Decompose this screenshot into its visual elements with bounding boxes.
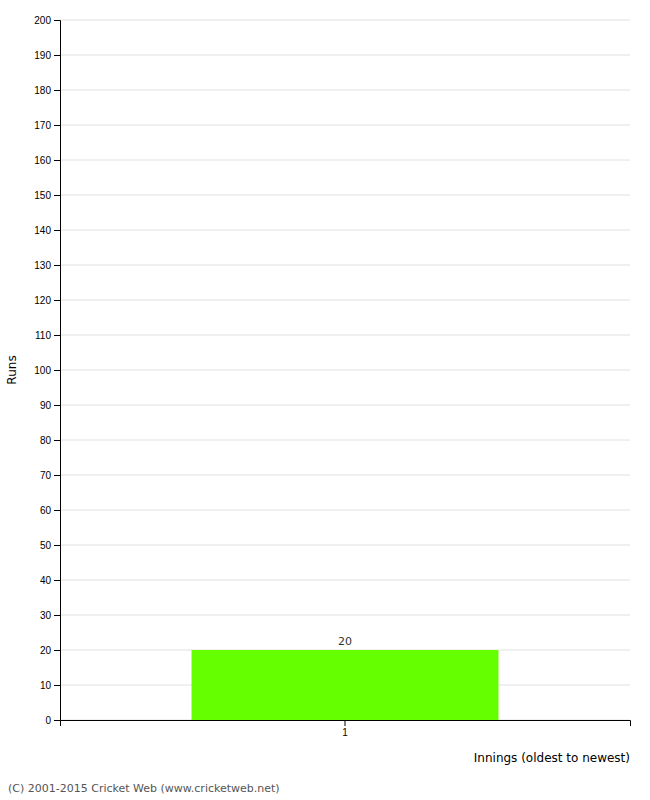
- tick: 100: [34, 365, 60, 376]
- tick: 0: [45, 715, 60, 726]
- tick: 110: [35, 330, 60, 341]
- tick: 1: [342, 720, 348, 738]
- grid-line: [60, 230, 630, 231]
- tick-label: 140: [34, 225, 51, 236]
- tick: 70: [40, 470, 60, 481]
- tick-label: 30: [40, 610, 52, 621]
- grid-line: [60, 615, 630, 616]
- tick-label: 10: [40, 680, 52, 691]
- tick: 10: [40, 680, 60, 691]
- tick: 120: [34, 295, 60, 306]
- axis-line: [54, 21, 61, 721]
- tick-label: 160: [34, 155, 51, 166]
- tick-mark: [54, 195, 60, 196]
- tick-label: 150: [34, 190, 51, 201]
- tick-mark: [54, 720, 60, 721]
- grid-line: [60, 405, 630, 406]
- tick: 90: [40, 400, 60, 411]
- tick-label: 190: [34, 50, 51, 61]
- tick: 80: [40, 435, 60, 446]
- tick-label: 40: [40, 575, 52, 586]
- tick: 150: [34, 190, 60, 201]
- tick-label: 200: [34, 15, 51, 26]
- tick-label: 120: [34, 295, 51, 306]
- tick-mark: [54, 300, 60, 301]
- x-axis: 1: [61, 720, 631, 738]
- tick-mark: [54, 125, 60, 126]
- tick-mark: [54, 160, 60, 161]
- grid-line: [60, 160, 630, 161]
- data-labels: 20: [338, 635, 352, 648]
- grid-line: [60, 370, 630, 371]
- tick-mark: [54, 545, 60, 546]
- y-axis-title: Runs: [5, 355, 19, 384]
- grid-line: [60, 545, 630, 546]
- tick-mark: [54, 615, 60, 616]
- tick-mark: [54, 20, 60, 21]
- tick: 200: [34, 15, 60, 26]
- tick-label: 20: [40, 645, 52, 656]
- tick-label: 90: [40, 400, 52, 411]
- grid-line: [60, 55, 630, 56]
- grid-line: [60, 440, 630, 441]
- tick-mark: [54, 90, 60, 91]
- tick-mark: [54, 650, 60, 651]
- tick-label: 70: [40, 470, 52, 481]
- tick-label: 60: [40, 505, 52, 516]
- tick-mark: [54, 475, 60, 476]
- tick-mark: [54, 265, 60, 266]
- tick-mark: [54, 370, 60, 371]
- tick: 40: [40, 575, 60, 586]
- tick-label: 180: [34, 85, 51, 96]
- grid: [60, 20, 630, 720]
- tick-mark: [345, 720, 346, 726]
- tick-label: 130: [34, 260, 51, 271]
- data-label: 20: [338, 635, 352, 648]
- grid-line: [60, 125, 630, 126]
- tick-mark: [54, 440, 60, 441]
- tick: 130: [34, 260, 60, 271]
- grid-line: [60, 90, 630, 91]
- axis-line: [61, 721, 631, 727]
- tick: 140: [34, 225, 60, 236]
- tick: 60: [40, 505, 60, 516]
- tick-label: 50: [40, 540, 52, 551]
- tick-label: 170: [34, 120, 51, 131]
- tick: 160: [34, 155, 60, 166]
- tick: 170: [34, 120, 60, 131]
- tick: 20: [40, 645, 60, 656]
- tick-label: 100: [34, 365, 51, 376]
- tick-label: 0: [45, 715, 51, 726]
- grid-line: [60, 195, 630, 196]
- x-axis-title: Innings (oldest to newest): [474, 751, 630, 765]
- footer: (C) 2001-2015 Cricket Web (www.cricketwe…: [8, 782, 280, 795]
- grid-line: [60, 300, 630, 301]
- y-axis: 0 10 20 30 40 50 60 70 80 90 100 110 120 130 140 150 160…: [34, 15, 60, 726]
- tick-mark: [54, 685, 60, 686]
- grid-line: [60, 510, 630, 511]
- grid-line: [60, 580, 630, 581]
- tick-mark: [54, 55, 60, 56]
- grid-line: [60, 475, 630, 476]
- tick-mark: [54, 510, 60, 511]
- bars: [192, 650, 499, 720]
- tick-mark: [54, 230, 60, 231]
- tick-label: 80: [40, 435, 52, 446]
- grid-line: [60, 20, 630, 21]
- tick: 50: [40, 540, 60, 551]
- chart: 0102030405060708090100110120130140150160…: [0, 0, 650, 800]
- tick-label: 1: [342, 727, 348, 738]
- tick-mark: [54, 405, 60, 406]
- tick: 30: [40, 610, 60, 621]
- plot: 0102030405060708090100110120130140150160…: [34, 15, 630, 738]
- grid-line: [60, 335, 630, 336]
- grid-line: [60, 265, 630, 266]
- tick: 190: [34, 50, 60, 61]
- tick: 180: [34, 85, 60, 96]
- tick-label: 110: [35, 330, 51, 341]
- tick-mark: [54, 335, 60, 336]
- bar: [192, 650, 499, 720]
- tick-mark: [54, 580, 60, 581]
